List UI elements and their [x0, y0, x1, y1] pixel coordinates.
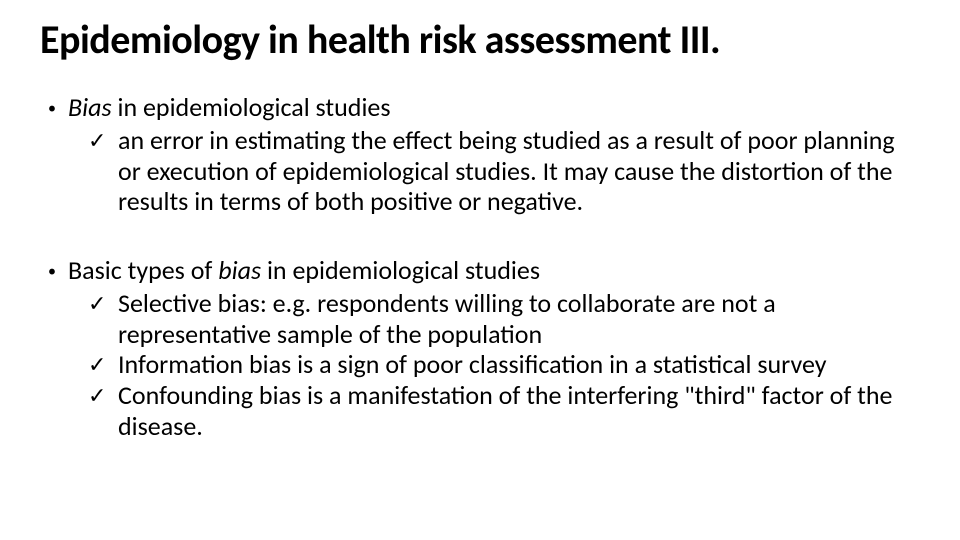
- bullet-dot-icon: •: [48, 255, 68, 288]
- slide-title: Epidemiology in health risk assessment I…: [40, 18, 920, 62]
- bullet-2-text: Basic types of bias in epidemiological s…: [68, 255, 920, 286]
- section-1: • Bias in epidemiological studies ✓ an e…: [40, 92, 920, 217]
- sub-2-2: ✓ Information bias is a sign of poor cla…: [40, 349, 920, 380]
- check-icon: ✓: [88, 380, 118, 411]
- bullet-1-text: Bias in epidemiological studies: [68, 92, 920, 123]
- sub-2-2-text: Information bias is a sign of poor class…: [118, 349, 920, 380]
- bullet-dot-icon: •: [48, 92, 68, 125]
- sub-2-1-text: Selective bias: e.g. respondents willing…: [118, 288, 920, 349]
- sub-2-1: ✓ Selective bias: e.g. respondents willi…: [40, 288, 920, 349]
- slide-body: • Bias in epidemiological studies ✓ an e…: [40, 92, 920, 442]
- bullet-2-post: in epidemiological studies: [261, 254, 540, 286]
- check-icon: ✓: [88, 125, 118, 156]
- check-icon: ✓: [88, 288, 118, 319]
- bullet-2-italic: bias: [218, 254, 261, 286]
- sub-2-3-text: Confounding bias is a manifestation of t…: [118, 380, 920, 441]
- sub-2-3: ✓ Confounding bias is a manifestation of…: [40, 380, 920, 441]
- bullet-1-italic: Bias: [68, 91, 112, 123]
- bullet-2: • Basic types of bias in epidemiological…: [40, 255, 920, 288]
- section-2: • Basic types of bias in epidemiological…: [40, 255, 920, 442]
- bullet-2-pre: Basic types of: [68, 254, 218, 286]
- check-icon: ✓: [88, 349, 118, 380]
- sub-1-1: ✓ an error in estimating the effect bein…: [40, 125, 920, 217]
- bullet-1-rest: in epidemiological studies: [112, 91, 391, 123]
- bullet-1: • Bias in epidemiological studies: [40, 92, 920, 125]
- slide: Epidemiology in health risk assessment I…: [0, 0, 960, 540]
- sub-1-1-text: an error in estimating the effect being …: [118, 125, 920, 217]
